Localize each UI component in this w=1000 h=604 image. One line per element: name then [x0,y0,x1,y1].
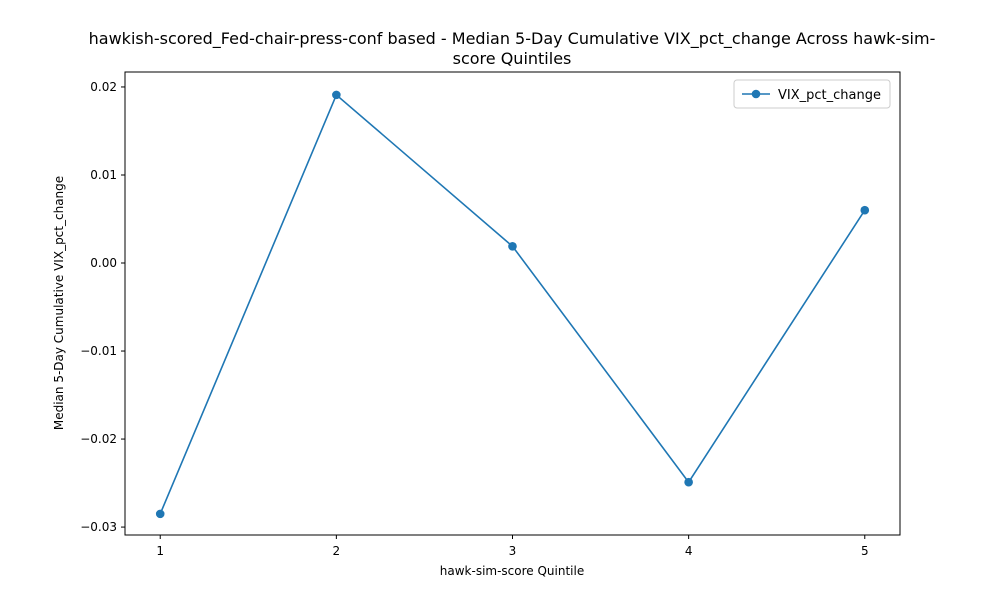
x-tick-label: 3 [509,544,517,558]
y-axis-label: Median 5-Day Cumulative VIX_pct_change [52,176,66,430]
y-tick-label: −0.02 [80,432,117,446]
data-point [332,90,341,100]
chart-title-line-1: hawkish-scored_Fed-chair-press-conf base… [89,29,936,49]
y-tick-label: 0.00 [90,256,117,270]
data-point [860,205,870,215]
y-tick-label: 0.01 [90,168,117,182]
x-tick-label: 1 [156,544,164,558]
legend-box [733,79,891,109]
legend-label: VIX_pct_change [778,88,881,103]
data-point [508,241,517,251]
x-axis-label: hawk-sim-score Quintile [440,564,584,578]
y-tick-label: −0.01 [80,344,117,358]
y-tick-label: −0.03 [80,520,117,534]
x-tick-label: 2 [333,544,341,558]
data-point [684,477,693,487]
legend-marker-swatch [751,89,761,99]
chart-title-line-2: score Quintiles [453,49,572,68]
plot-area: 1 2 3 4 5 −0.03 −0.02 −0.01 0.00 0.01 0.02 VIX_pct_… [80,71,901,558]
data-point [155,509,165,519]
x-tick-label: 5 [861,544,869,558]
y-tick-label: 0.02 [90,80,117,94]
x-tick-label: 4 [685,544,693,558]
